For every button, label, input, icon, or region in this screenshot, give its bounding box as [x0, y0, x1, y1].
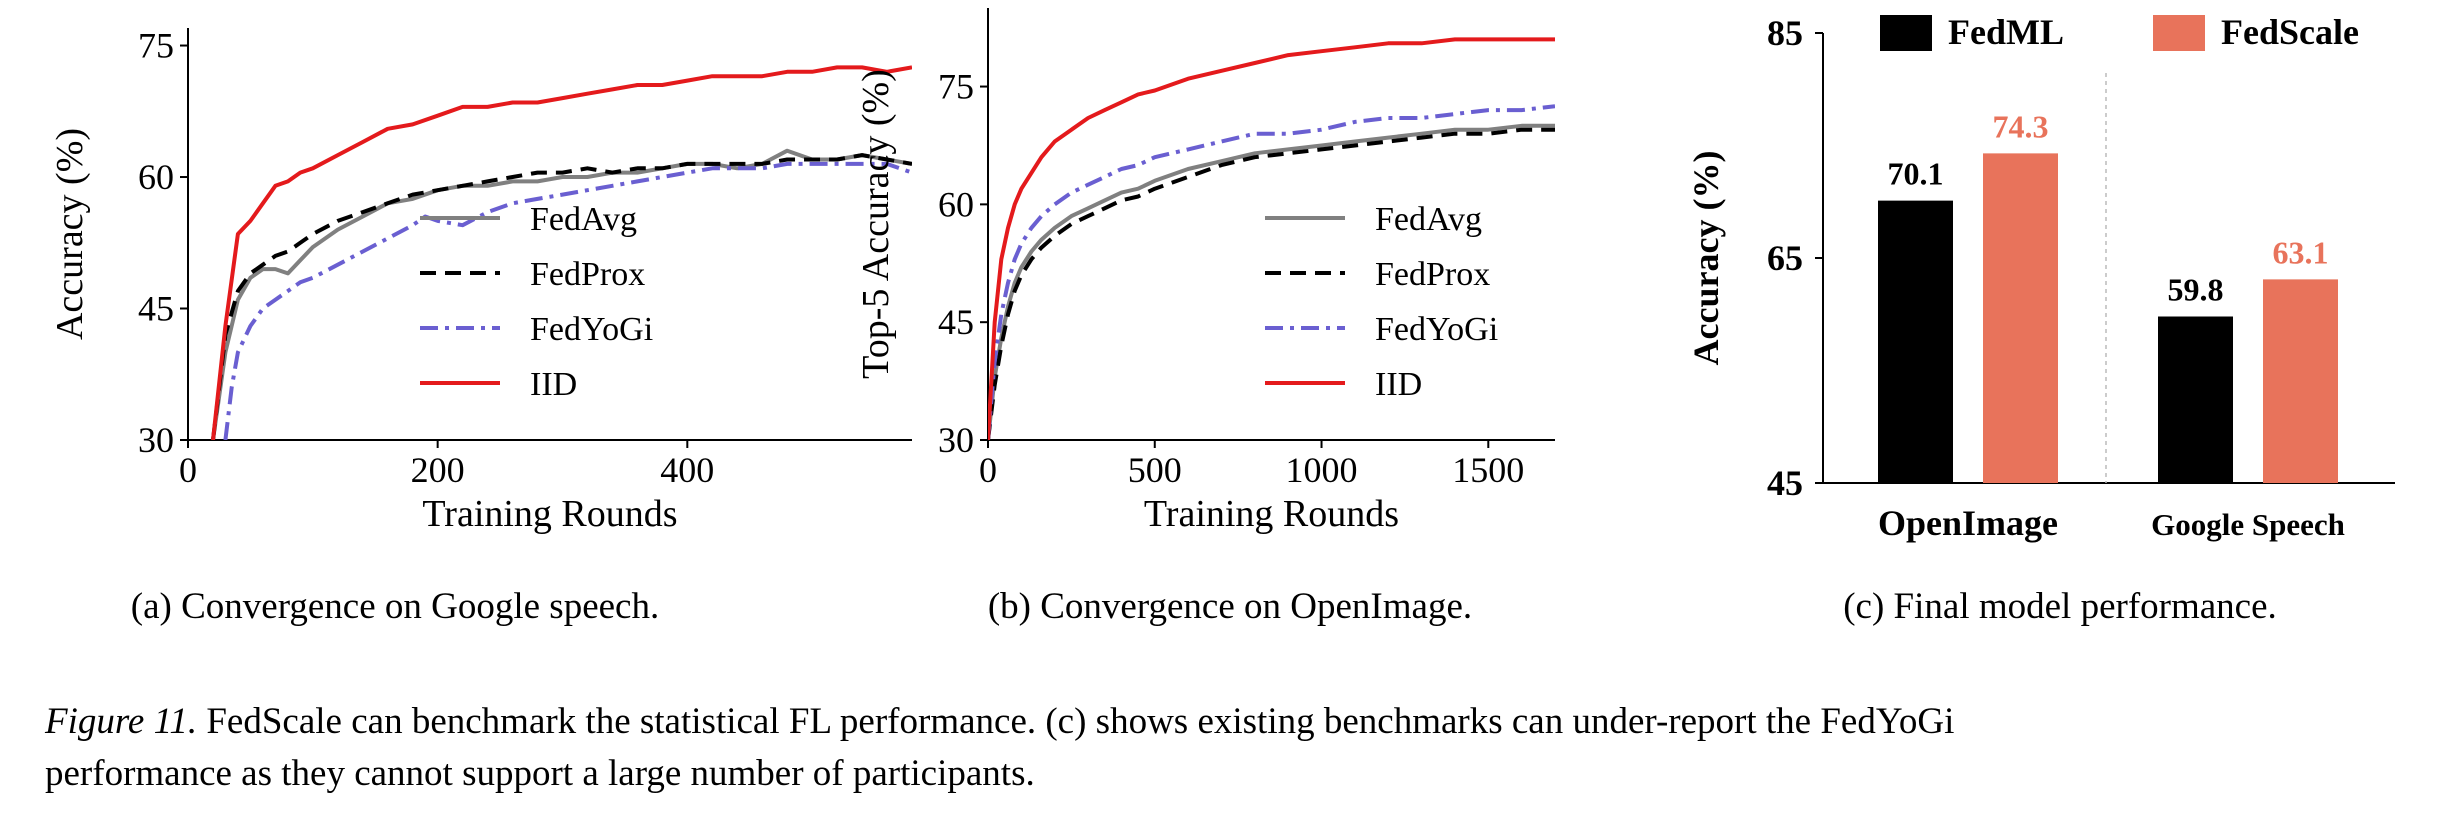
- y-tick-label: 65: [1767, 238, 1803, 278]
- y-tick-label: 75: [938, 67, 974, 107]
- bar-fedml: [2158, 316, 2233, 483]
- bar-value-label-fedscale: 74.3: [1993, 108, 2049, 144]
- x-tick-label: 1000: [1286, 450, 1358, 490]
- subcaption-a: (a) Convergence on Google speech.: [130, 586, 660, 627]
- legend-swatch-fedscale: [2153, 15, 2205, 51]
- figure-caption-line-2: performance as they cannot support a lar…: [45, 752, 1035, 795]
- series-line-fedprox: [988, 127, 1555, 440]
- bar-value-label-fedml: 70.1: [1888, 156, 1944, 192]
- legend-label-fedavg: FedAvg: [530, 201, 637, 238]
- y-tick-label: 30: [138, 420, 174, 460]
- legend-swatch-fedml: [1880, 15, 1932, 51]
- x-tick-label: 500: [1128, 450, 1182, 490]
- series-line-fedavg: [988, 123, 1555, 440]
- bar-value-label-fedscale: 63.1: [2273, 234, 2329, 270]
- legend-label-fedavg: FedAvg: [1375, 201, 1482, 238]
- figure-caption-label: Figure 11.: [45, 701, 198, 742]
- series-line-fedyogi: [988, 104, 1555, 440]
- x-tick-label: 1500: [1452, 450, 1524, 490]
- series-line-fedavg: [211, 148, 912, 440]
- x-tick-label: 400: [660, 450, 714, 490]
- series-line-fedprox: [211, 153, 912, 440]
- series-line-fedyogi: [223, 161, 912, 440]
- series-line-iid: [988, 37, 1555, 440]
- series-line-iid: [211, 65, 912, 440]
- y-tick-label: 45: [938, 302, 974, 342]
- legend-label-fedprox: FedProx: [530, 256, 645, 293]
- y-axis-label: Accuracy (%): [1686, 151, 1726, 366]
- x-tick-label: 0: [179, 450, 197, 490]
- y-tick-label: 85: [1767, 13, 1803, 53]
- x-tick-label: 200: [411, 450, 465, 490]
- chart-final-model-performance: 45 65 85 Accuracy (%) 70.1 74.3 OpenImage 59.8 6…: [1686, 12, 2395, 543]
- legend-label-iid: IID: [530, 366, 577, 403]
- bar-fedscale: [2263, 279, 2338, 483]
- legend-label-fedscale: FedScale: [2221, 12, 2359, 52]
- bar-fedscale: [1983, 153, 2058, 483]
- bar-value-label-fedml: 59.8: [2168, 272, 2224, 308]
- y-axis-label: Accuracy (%): [49, 128, 91, 340]
- subcaption-b: (b) Convergence on OpenImage.: [987, 586, 1473, 627]
- subcaption-c: (c) Final model performance.: [1843, 586, 2277, 627]
- legend-label-fedyogi: FedYoGi: [530, 311, 653, 348]
- y-tick-label: 45: [138, 289, 174, 329]
- figure-caption-text-2: performance as they cannot support a lar…: [45, 753, 1035, 794]
- chart-openimage-convergence: 30 45 60 75 0 500 1000 1500 Training Rounds Top-5…: [855, 8, 1555, 535]
- y-axis-label: Top-5 Accuracy (%): [855, 69, 897, 379]
- x-axis-label: Training Rounds: [1144, 493, 1399, 535]
- category-label: OpenImage: [1878, 503, 2058, 543]
- figure-caption-line-1: Figure 11. FedScale can benchmark the st…: [45, 700, 1954, 743]
- y-tick-label: 75: [138, 26, 174, 66]
- legend-label-fedprox: FedProx: [1375, 256, 1490, 293]
- y-tick-label: 30: [938, 420, 974, 460]
- legend-label-fedyogi: FedYoGi: [1375, 311, 1498, 348]
- y-tick-label: 60: [138, 157, 174, 197]
- category-label: Google Speech: [2151, 507, 2345, 542]
- x-tick-label: 0: [979, 450, 997, 490]
- legend-label-iid: IID: [1375, 366, 1422, 403]
- bar-fedml: [1878, 200, 1953, 483]
- y-tick-label: 60: [938, 184, 974, 224]
- figure-caption-text-1: FedScale can benchmark the statistical F…: [206, 701, 1955, 742]
- legend-label-fedml: FedML: [1948, 12, 2064, 52]
- x-axis-label: Training Rounds: [422, 493, 677, 535]
- y-tick-label: 45: [1767, 463, 1803, 503]
